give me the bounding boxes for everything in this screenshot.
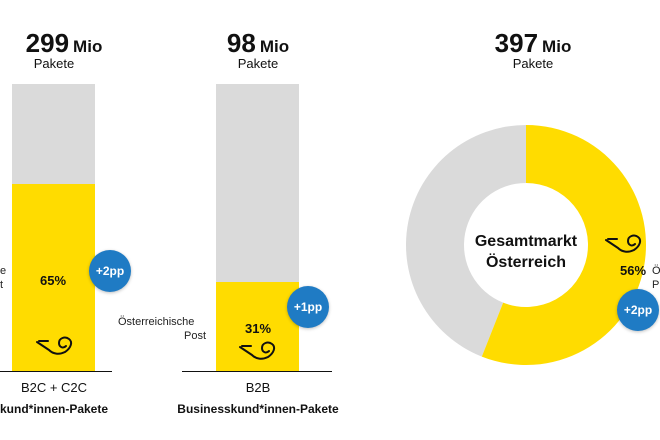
chart1-baseline — [0, 371, 112, 372]
chart2-side-label-1: Österreichische — [118, 316, 195, 328]
chart3-side-label-2: P — [652, 279, 660, 291]
chart2-total-label: Pakete — [237, 56, 279, 71]
chart2-share-label: 31% — [244, 321, 272, 336]
chart3-total: 397 Mio — [495, 30, 572, 60]
chart1-side-label-1: e — [0, 265, 7, 277]
chart1-total-value: 299 — [25, 28, 70, 58]
chart2-change-badge: +1pp — [287, 286, 329, 328]
chart2-bar-post — [216, 282, 299, 371]
chart1-side-label-2: t — [0, 279, 4, 291]
chart2-bar — [216, 84, 299, 371]
chart2-side-label-2: Post — [184, 330, 207, 342]
chart1-total-unit: Mio — [73, 37, 103, 56]
chart3-donut-rest — [405, 125, 526, 357]
chart1-total: 299 Mio — [26, 30, 103, 60]
chart1-bar-rest — [12, 84, 95, 184]
chart1-change-badge: +2pp — [89, 250, 131, 292]
chart2-total-value: 98 — [226, 28, 256, 58]
chart2-post-horn-icon — [239, 341, 276, 360]
chart3-center-label-2: Österreich — [485, 254, 567, 271]
chart1-bar-post — [12, 184, 95, 371]
chart2-total: 98 Mio — [227, 30, 289, 60]
chart3-total-value: 397 — [494, 28, 539, 58]
chart3-post-horn-icon — [605, 234, 642, 253]
chart1-category: B2C + C2C — [20, 380, 88, 395]
chart2-total-unit: Mio — [259, 37, 290, 56]
chart3-change-badge: +2pp — [617, 289, 659, 331]
chart3-share-label: 56% — [620, 263, 647, 278]
chart2-baseline — [182, 371, 332, 372]
chart1-total-label: Pakete — [33, 56, 75, 71]
chart1-post-horn-icon — [36, 336, 73, 355]
chart3-side-label-1: Ö — [652, 265, 660, 277]
chart3-total-label: Pakete — [512, 56, 554, 71]
chart2-category-title: Businesskund*innen-Pakete — [177, 402, 339, 416]
chart3-center-label: Gesamtmarkt Österreich — [475, 231, 577, 273]
chart2-bar-rest — [216, 84, 299, 282]
chart1-share-label: 65% — [39, 273, 67, 288]
chart1-bar — [12, 84, 95, 371]
chart1-category-title: kund*innen-Pakete — [0, 402, 109, 416]
chart3-center-label-1: Gesamtmarkt — [474, 233, 578, 250]
chart3-donut-post — [481, 125, 646, 365]
chart2-category: B2B — [245, 380, 271, 395]
chart3-total-unit: Mio — [542, 37, 572, 56]
